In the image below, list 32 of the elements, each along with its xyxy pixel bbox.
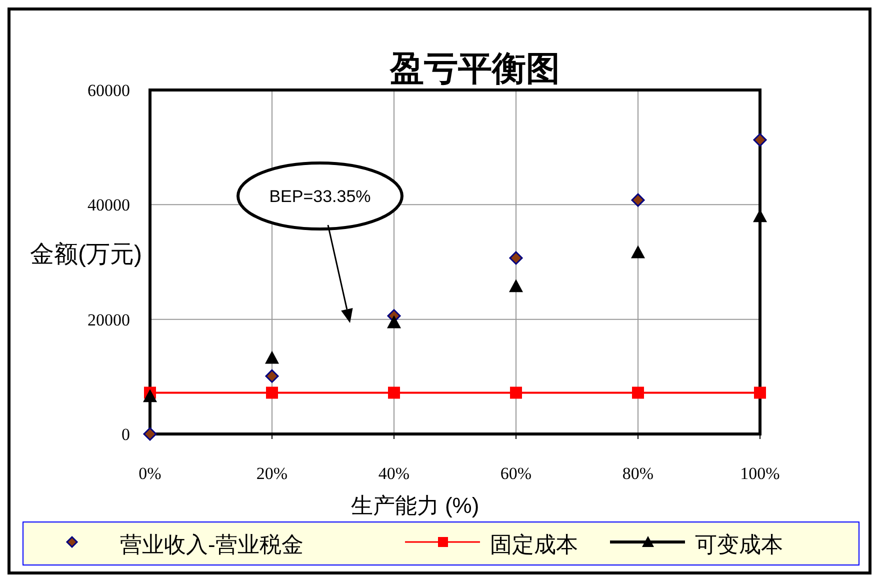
chart-title: 盈亏平衡图 bbox=[389, 50, 560, 88]
point bbox=[265, 369, 279, 383]
x-axis-title: 生产能力 (%) bbox=[350, 493, 480, 518]
x-tick-label: 60% bbox=[500, 464, 532, 483]
x-tick-label: 20% bbox=[256, 464, 288, 483]
y-tick-label: 20000 bbox=[88, 310, 130, 330]
x-tick-label: 80% bbox=[622, 464, 654, 483]
point bbox=[632, 386, 644, 399]
point bbox=[631, 193, 645, 207]
y-tick-label: 0 bbox=[122, 425, 130, 444]
point bbox=[754, 386, 766, 399]
x-tick-label: 100% bbox=[740, 464, 780, 483]
point bbox=[510, 386, 522, 399]
y-tick-label: 60000 bbox=[88, 81, 130, 100]
y-axis-title: 金额(万元) bbox=[30, 241, 142, 268]
point bbox=[509, 279, 523, 292]
point bbox=[143, 389, 157, 402]
point bbox=[387, 315, 401, 328]
point bbox=[753, 133, 767, 147]
legend-label: 营业收入-营业税金 bbox=[120, 532, 304, 557]
legend-label: 可变成本 bbox=[695, 532, 783, 557]
annotation: BEP=33.35% bbox=[269, 187, 371, 206]
x-tick-label: 0% bbox=[138, 464, 162, 483]
point bbox=[266, 386, 278, 399]
y-tick-label: 40000 bbox=[88, 196, 130, 215]
legend-label: 固定成本 bbox=[490, 532, 578, 557]
point bbox=[388, 386, 400, 399]
point bbox=[631, 245, 645, 258]
point bbox=[509, 251, 523, 265]
x-tick-label: 40% bbox=[378, 464, 410, 483]
point bbox=[143, 427, 157, 441]
point bbox=[265, 350, 279, 364]
